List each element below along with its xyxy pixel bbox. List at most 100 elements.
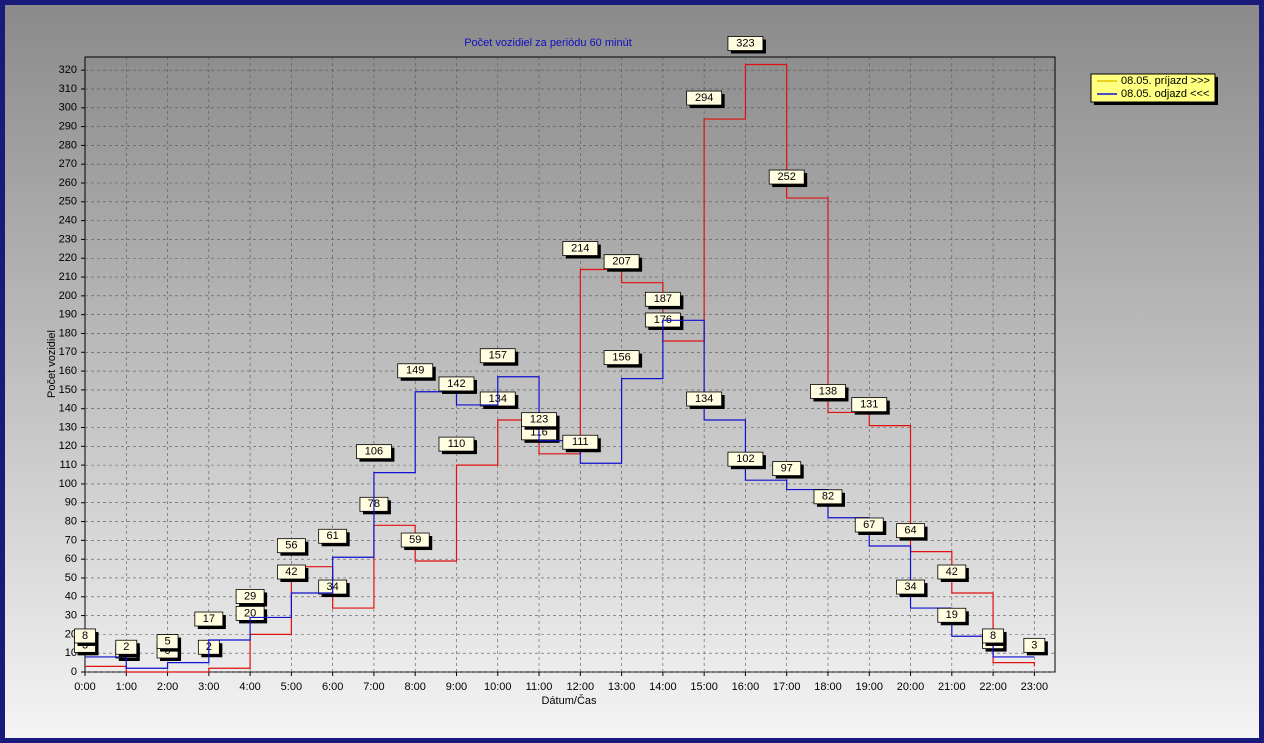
y-tick-label: 60 [65, 553, 77, 565]
label-box [810, 384, 846, 399]
y-tick-label: 0 [71, 666, 77, 678]
label-box [562, 434, 599, 450]
x-tick-label: 0:00 [74, 681, 95, 693]
x-tick-label: 2:00 [157, 681, 178, 693]
x-tick-label: 5:00 [281, 681, 302, 693]
y-tick-label: 290 [59, 120, 77, 132]
data-label: 56 [285, 540, 297, 552]
y-tick-label: 40 [65, 591, 77, 603]
data-label: 34 [904, 581, 916, 593]
data-label: 42 [285, 566, 297, 578]
x-tick-label: 11:00 [526, 681, 553, 693]
data-label: 82 [822, 491, 834, 503]
y-tick-label: 90 [65, 497, 77, 509]
label-box [603, 254, 640, 270]
y-tick-label: 170 [59, 346, 77, 358]
data-label: 187 [654, 293, 672, 305]
label-box [1023, 637, 1046, 653]
y-tick-label: 80 [65, 515, 77, 527]
label-box [851, 397, 888, 413]
legend-label: 08.05. príjazd >>> [1121, 75, 1210, 87]
label-box [727, 451, 764, 467]
label-box [276, 538, 306, 554]
data-label: 97 [781, 462, 793, 474]
y-tick-label: 310 [59, 83, 77, 95]
data-label: 17 [203, 613, 215, 625]
x-tick-label: 23:00 [1021, 681, 1049, 693]
y-tick-label: 200 [59, 290, 77, 302]
data-label: 42 [946, 566, 958, 578]
data-label: 61 [327, 530, 339, 542]
y-tick-label: 270 [59, 158, 77, 170]
y-tick-label: 230 [59, 233, 77, 245]
data-label: 20 [244, 607, 256, 619]
data-label: 110 [448, 438, 466, 450]
x-tick-label: 4:00 [239, 681, 260, 693]
label-box [686, 391, 723, 407]
data-label: 323 [736, 37, 754, 49]
y-tick-label: 280 [59, 139, 77, 151]
data-label: 59 [409, 534, 421, 546]
data-label: 138 [819, 385, 837, 397]
label-box [813, 489, 843, 505]
y-tick-label: 120 [59, 440, 77, 452]
y-tick-label: 300 [59, 102, 77, 114]
x-tick-label: 18:00 [814, 681, 842, 693]
label-box [854, 517, 884, 533]
label-box [276, 564, 306, 580]
x-tick-label: 3:00 [198, 681, 219, 693]
data-label: 252 [778, 171, 796, 183]
label-box [74, 628, 96, 644]
x-tick-label: 20:00 [897, 681, 925, 693]
data-label: 123 [530, 414, 548, 426]
label-box [156, 634, 179, 649]
y-axis-label: Počet vozidiel [46, 330, 58, 398]
x-tick-label: 7:00 [363, 681, 384, 693]
y-tick-label: 30 [65, 609, 77, 621]
label-box [644, 291, 681, 307]
y-tick-label: 210 [59, 271, 77, 283]
x-tick-label: 9:00 [446, 681, 467, 693]
x-tick-label: 22:00 [979, 681, 1007, 693]
data-label: 142 [447, 378, 465, 390]
label-box [438, 376, 475, 392]
data-label: 131 [860, 399, 878, 411]
x-tick-label: 13:00 [608, 681, 636, 693]
plot-area [84, 56, 1056, 673]
data-label: 8 [82, 630, 88, 642]
y-tick-label: 250 [59, 196, 77, 208]
label-box [896, 579, 925, 595]
y-tick-label: 70 [65, 534, 77, 546]
data-label: 64 [904, 525, 916, 537]
label-box [937, 564, 967, 580]
y-tick-label: 320 [59, 64, 77, 76]
label-box [479, 348, 516, 364]
label-box [937, 607, 967, 623]
label-box [562, 241, 599, 256]
label-box [982, 628, 1004, 644]
x-tick-label: 14:00 [649, 681, 677, 693]
y-tick-label: 240 [59, 215, 77, 227]
data-label: 134 [695, 393, 713, 405]
y-tick-label: 130 [59, 421, 77, 433]
data-label: 67 [863, 519, 875, 531]
x-tick-label: 12:00 [567, 681, 595, 693]
x-tick-label: 17:00 [773, 681, 801, 693]
data-label: 2 [123, 641, 129, 653]
chart-title: Počet vozidiel za periódu 60 minút [464, 37, 632, 49]
legend [1090, 73, 1216, 103]
y-tick-label: 110 [59, 459, 77, 471]
label-box [603, 350, 640, 366]
data-label: 19 [946, 609, 958, 621]
y-tick-label: 190 [59, 309, 77, 321]
data-label: 156 [612, 352, 630, 364]
label-box [356, 444, 392, 460]
label-box [438, 436, 475, 452]
y-tick-label: 140 [59, 403, 77, 415]
y-tick-label: 10 [65, 647, 77, 659]
y-tick-label: 180 [59, 327, 77, 339]
label-box [400, 532, 430, 548]
data-label: 149 [406, 365, 424, 377]
